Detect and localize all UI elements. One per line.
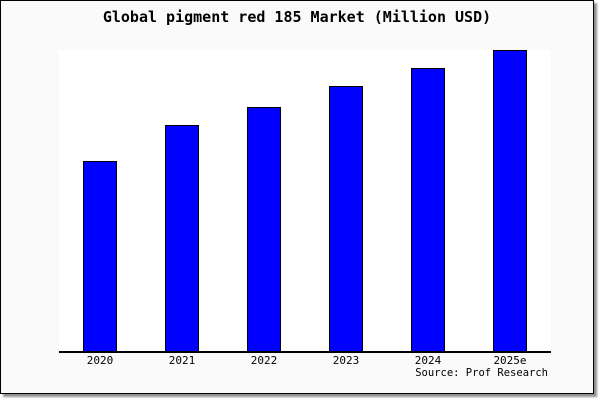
bar-2023	[329, 86, 363, 351]
chart-title: Global pigment red 185 Market (Million U…	[102, 8, 492, 26]
x-axis-labels: 2020 2021 2022 2023 2024 2025e	[59, 354, 551, 367]
plot-area	[59, 50, 551, 351]
x-tick-label-2024: 2024	[414, 354, 442, 367]
x-tick-label-2023: 2023	[332, 354, 360, 367]
x-axis-line	[59, 351, 551, 353]
bar-slot	[59, 50, 141, 351]
bar-slot	[141, 50, 223, 351]
source-note: Source: Prof Research	[415, 367, 548, 379]
x-tick-label-2022: 2022	[250, 354, 278, 367]
x-tick-label-2021: 2021	[168, 354, 196, 367]
bar-2021	[165, 125, 199, 351]
bar-2024	[411, 68, 445, 351]
chart-card: Global pigment red 185 Market (Million U…	[0, 0, 594, 394]
bar-slot	[469, 50, 551, 351]
bar-2025e	[493, 50, 527, 351]
x-tick-label-2020: 2020	[86, 354, 114, 367]
bar-slot	[223, 50, 305, 351]
bar-slot	[387, 50, 469, 351]
bar-2022	[247, 107, 281, 351]
x-tick-label-2025e: 2025e	[493, 354, 527, 367]
bars-row	[59, 50, 551, 351]
bar-slot	[305, 50, 387, 351]
bar-2020	[83, 161, 117, 351]
